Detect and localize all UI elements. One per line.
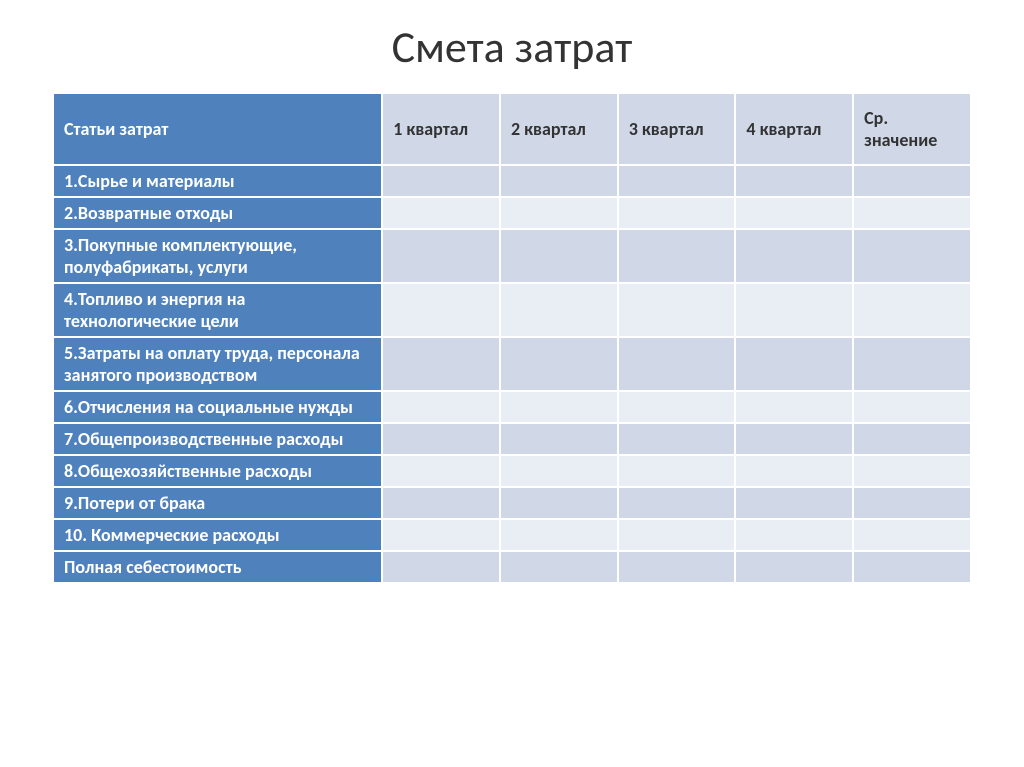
cost-estimate-table: Статьи затрат 1 квартал 2 квартал 3 квар…	[52, 92, 972, 584]
column-header-q4: 4 квартал	[735, 93, 853, 165]
table-cell	[735, 423, 853, 455]
table-row: 6.Отчисления на социальные нужды	[53, 391, 971, 423]
table-cell	[735, 455, 853, 487]
table-cell	[500, 165, 618, 197]
table-cell	[853, 229, 971, 283]
page-title: Смета затрат	[392, 20, 633, 74]
table-cell	[382, 391, 500, 423]
table-cell	[500, 337, 618, 391]
table-cell	[853, 197, 971, 229]
table-cell	[853, 423, 971, 455]
table-cell	[382, 551, 500, 583]
table-cell	[853, 391, 971, 423]
row-label: Полная себестоимость	[53, 551, 382, 583]
table-cell	[500, 229, 618, 283]
table-header-row: Статьи затрат 1 квартал 2 квартал 3 квар…	[53, 93, 971, 165]
table-cell	[735, 337, 853, 391]
table-row: 5.Затраты на оплату труда, персонала зан…	[53, 337, 971, 391]
row-label: 7.Общепроизводственные расходы	[53, 423, 382, 455]
table-cell	[382, 283, 500, 337]
row-label: 5.Затраты на оплату труда, персонала зан…	[53, 337, 382, 391]
table-cell	[382, 165, 500, 197]
table-row: 2.Возвратные отходы	[53, 197, 971, 229]
table-row: 7.Общепроизводственные расходы	[53, 423, 971, 455]
row-label: 10. Коммерческие расходы	[53, 519, 382, 551]
table-cell	[382, 197, 500, 229]
table-cell	[500, 519, 618, 551]
table-cell	[618, 197, 736, 229]
table-cell	[500, 391, 618, 423]
table-row: 3.Покупные комплектующие, полуфабрикаты,…	[53, 229, 971, 283]
table-body: 1.Сырье и материалы2.Возвратные отходы3.…	[53, 165, 971, 583]
table-row: 10. Коммерческие расходы	[53, 519, 971, 551]
table-cell	[618, 455, 736, 487]
table-row: 4.Топливо и энергия на технологические ц…	[53, 283, 971, 337]
table-cell	[735, 519, 853, 551]
table-row: Полная себестоимость	[53, 551, 971, 583]
row-label: 4.Топливо и энергия на технологические ц…	[53, 283, 382, 337]
table-row: 1.Сырье и материалы	[53, 165, 971, 197]
table-row: 8.Общехозяйственные расходы	[53, 455, 971, 487]
table-cell	[382, 423, 500, 455]
table-cell	[618, 519, 736, 551]
row-label: 1.Сырье и материалы	[53, 165, 382, 197]
table-cell	[735, 283, 853, 337]
column-header-avg: Ср. значение	[853, 93, 971, 165]
table-cell	[500, 423, 618, 455]
table-cell	[382, 455, 500, 487]
table-cell	[853, 551, 971, 583]
table-cell	[735, 197, 853, 229]
table-cell	[382, 487, 500, 519]
table-cell	[618, 229, 736, 283]
row-label: 9.Потери от брака	[53, 487, 382, 519]
table-cell	[618, 337, 736, 391]
table-cell	[735, 229, 853, 283]
column-header-items: Статьи затрат	[53, 93, 382, 165]
column-header-q3: 3 квартал	[618, 93, 736, 165]
row-label: 3.Покупные комплектующие, полуфабрикаты,…	[53, 229, 382, 283]
table-cell	[618, 551, 736, 583]
table-cell	[618, 423, 736, 455]
table-cell	[500, 487, 618, 519]
column-header-q1: 1 квартал	[382, 93, 500, 165]
table-cell	[618, 487, 736, 519]
table-cell	[618, 165, 736, 197]
table-cell	[618, 391, 736, 423]
table-cell	[853, 283, 971, 337]
table-cell	[735, 551, 853, 583]
table-cell	[735, 487, 853, 519]
table-cell	[853, 519, 971, 551]
table-cell	[500, 197, 618, 229]
table-cell	[853, 165, 971, 197]
row-label: 6.Отчисления на социальные нужды	[53, 391, 382, 423]
table-cell	[853, 455, 971, 487]
table-cell	[618, 283, 736, 337]
row-label: 2.Возвратные отходы	[53, 197, 382, 229]
table-cell	[853, 487, 971, 519]
column-header-q2: 2 квартал	[500, 93, 618, 165]
table-cell	[382, 519, 500, 551]
row-label: 8.Общехозяйственные расходы	[53, 455, 382, 487]
table-cell	[735, 165, 853, 197]
table-cell	[500, 551, 618, 583]
table-cell	[382, 337, 500, 391]
table-cell	[382, 229, 500, 283]
table-row: 9.Потери от брака	[53, 487, 971, 519]
table-cell	[735, 391, 853, 423]
table-cell	[500, 283, 618, 337]
table-cell	[853, 337, 971, 391]
table-cell	[500, 455, 618, 487]
